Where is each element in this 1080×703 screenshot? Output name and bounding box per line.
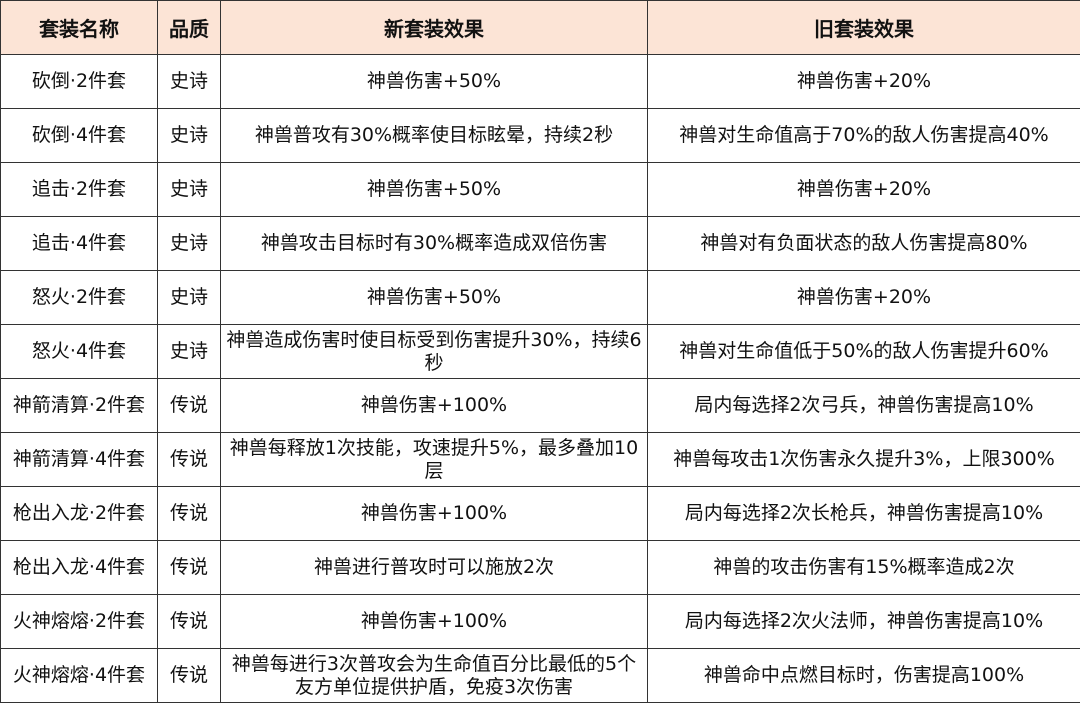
old-effect-cell: 局内每选择2次火法师，神兽伤害提高10% bbox=[647, 594, 1080, 649]
quality-cell: 传说 bbox=[157, 432, 221, 487]
old-effect-cell: 局内每选择2次长枪兵，神兽伤害提高10% bbox=[647, 486, 1080, 541]
old-effect-cell: 神兽每攻击1次伤害永久提升3%，上限300% bbox=[647, 432, 1080, 487]
header-new-effect: 新套装效果 bbox=[220, 0, 648, 55]
set-name-cell: 神箭清算·2件套 bbox=[0, 378, 158, 433]
new-effect-cell: 神兽普攻有30%概率使目标眩晕，持续2秒 bbox=[220, 108, 648, 163]
old-effect-cell: 神兽伤害+20% bbox=[647, 162, 1080, 217]
table-row: 神箭清算·2件套 传说 神兽伤害+100% 局内每选择2次弓兵，神兽伤害提高10% bbox=[0, 378, 1080, 433]
header-set-name: 套装名称 bbox=[0, 0, 158, 55]
table-row: 追击·2件套 史诗 神兽伤害+50% 神兽伤害+20% bbox=[0, 162, 1080, 217]
set-name-cell: 怒火·4件套 bbox=[0, 324, 158, 379]
header-quality: 品质 bbox=[157, 0, 221, 55]
set-name-cell: 怒火·2件套 bbox=[0, 270, 158, 325]
set-name-cell: 砍倒·4件套 bbox=[0, 108, 158, 163]
old-effect-cell: 神兽伤害+20% bbox=[647, 54, 1080, 109]
old-effect-cell: 神兽命中点燃目标时，伤害提高100% bbox=[647, 648, 1080, 703]
set-name-cell: 枪出入龙·4件套 bbox=[0, 540, 158, 595]
table-row: 怒火·2件套 史诗 神兽伤害+50% 神兽伤害+20% bbox=[0, 270, 1080, 325]
new-effect-cell: 神兽每进行3次普攻会为生命值百分比最低的5个友方单位提供护盾，免疫3次伤害 bbox=[220, 648, 648, 703]
table-row: 砍倒·4件套 史诗 神兽普攻有30%概率使目标眩晕，持续2秒 神兽对生命值高于70%的… bbox=[0, 108, 1080, 163]
new-effect-cell: 神兽伤害+50% bbox=[220, 162, 648, 217]
set-name-cell: 砍倒·2件套 bbox=[0, 54, 158, 109]
new-effect-cell: 神兽每释放1次技能，攻速提升5%，最多叠加10层 bbox=[220, 432, 648, 487]
quality-cell: 史诗 bbox=[157, 162, 221, 217]
quality-cell: 史诗 bbox=[157, 216, 221, 271]
new-effect-cell: 神兽伤害+100% bbox=[220, 594, 648, 649]
set-name-cell: 枪出入龙·2件套 bbox=[0, 486, 158, 541]
quality-cell: 传说 bbox=[157, 540, 221, 595]
new-effect-cell: 神兽造成伤害时使目标受到伤害提升30%，持续6秒 bbox=[220, 324, 648, 379]
old-effect-cell: 神兽对生命值高于70%的敌人伤害提高40% bbox=[647, 108, 1080, 163]
set-name-cell: 神箭清算·4件套 bbox=[0, 432, 158, 487]
header-row: 套装名称 品质 新套装效果 旧套装效果 bbox=[0, 0, 1080, 55]
table-row: 火神熔熔·4件套 传说 神兽每进行3次普攻会为生命值百分比最低的5个友方单位提供护盾… bbox=[0, 648, 1080, 703]
quality-cell: 传说 bbox=[157, 486, 221, 541]
old-effect-cell: 局内每选择2次弓兵，神兽伤害提高10% bbox=[647, 378, 1080, 433]
quality-cell: 史诗 bbox=[157, 270, 221, 325]
table-row: 追击·4件套 史诗 神兽攻击目标时有30%概率造成双倍伤害 神兽对有负面状态的敌人伤害… bbox=[0, 216, 1080, 271]
quality-cell: 传说 bbox=[157, 378, 221, 433]
new-effect-cell: 神兽伤害+50% bbox=[220, 270, 648, 325]
set-name-cell: 火神熔熔·4件套 bbox=[0, 648, 158, 703]
set-name-cell: 追击·4件套 bbox=[0, 216, 158, 271]
set-name-cell: 火神熔熔·2件套 bbox=[0, 594, 158, 649]
table-row: 神箭清算·4件套 传说 神兽每释放1次技能，攻速提升5%，最多叠加10层 神兽每攻击1… bbox=[0, 432, 1080, 487]
old-effect-cell: 神兽的攻击伤害有15%概率造成2次 bbox=[647, 540, 1080, 595]
new-effect-cell: 神兽攻击目标时有30%概率造成双倍伤害 bbox=[220, 216, 648, 271]
table-row: 怒火·4件套 史诗 神兽造成伤害时使目标受到伤害提升30%，持续6秒 神兽对生命值低于… bbox=[0, 324, 1080, 379]
new-effect-cell: 神兽伤害+100% bbox=[220, 378, 648, 433]
table-row: 枪出入龙·4件套 传说 神兽进行普攻时可以施放2次 神兽的攻击伤害有15%概率造成2次 bbox=[0, 540, 1080, 595]
quality-cell: 传说 bbox=[157, 648, 221, 703]
new-effect-cell: 神兽伤害+100% bbox=[220, 486, 648, 541]
old-effect-cell: 神兽对生命值低于50%的敌人伤害提升60% bbox=[647, 324, 1080, 379]
quality-cell: 史诗 bbox=[157, 324, 221, 379]
set-name-cell: 追击·2件套 bbox=[0, 162, 158, 217]
quality-cell: 传说 bbox=[157, 594, 221, 649]
table-row: 火神熔熔·2件套 传说 神兽伤害+100% 局内每选择2次火法师，神兽伤害提高10% bbox=[0, 594, 1080, 649]
old-effect-cell: 神兽对有负面状态的敌人伤害提高80% bbox=[647, 216, 1080, 271]
table-row: 砍倒·2件套 史诗 神兽伤害+50% 神兽伤害+20% bbox=[0, 54, 1080, 109]
new-effect-cell: 神兽进行普攻时可以施放2次 bbox=[220, 540, 648, 595]
old-effect-cell: 神兽伤害+20% bbox=[647, 270, 1080, 325]
header-old-effect: 旧套装效果 bbox=[647, 0, 1080, 55]
quality-cell: 史诗 bbox=[157, 54, 221, 109]
new-effect-cell: 神兽伤害+50% bbox=[220, 54, 648, 109]
quality-cell: 史诗 bbox=[157, 108, 221, 163]
table-row: 枪出入龙·2件套 传说 神兽伤害+100% 局内每选择2次长枪兵，神兽伤害提高10% bbox=[0, 486, 1080, 541]
